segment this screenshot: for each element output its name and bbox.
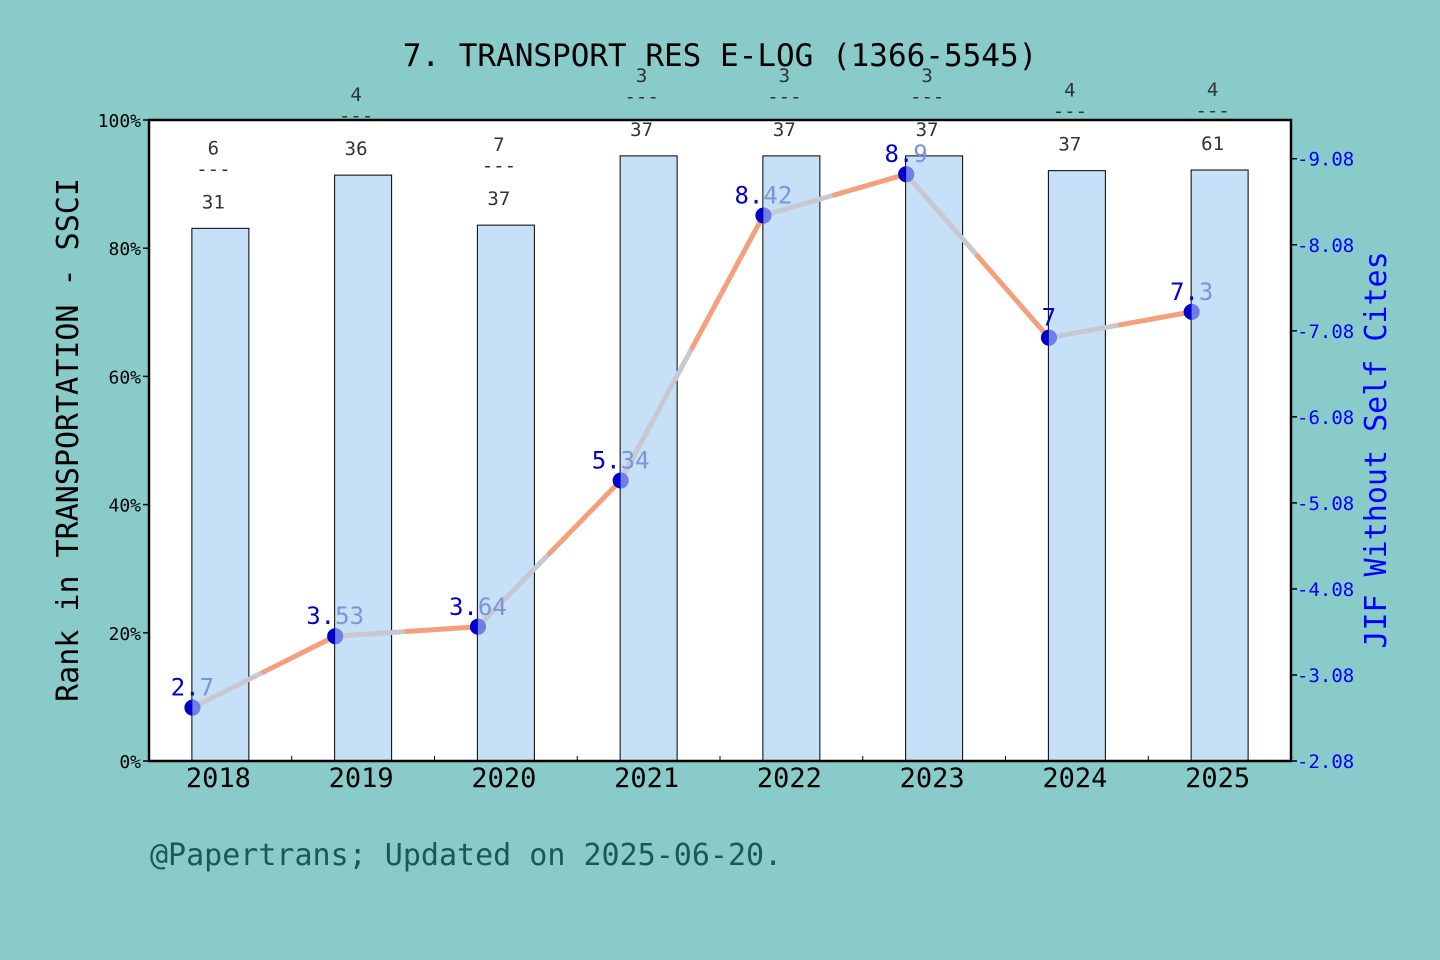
right-tick-label: -2.08 [1297,751,1354,773]
rank-numerator-2021: 3 [636,65,647,87]
rank-denominator-2021: 37 [630,119,653,141]
left-tick-label: 80% [108,239,141,260]
value-label-2023: 8.9 [884,140,927,168]
rank-separator-2020: --- [482,155,516,177]
rank-numerator-2022: 3 [779,65,790,87]
rank-numerator-2020: 7 [493,134,504,156]
line-segment [1117,309,1195,328]
rank-separator-2021: --- [624,86,658,108]
value-label-2019: 3.53 [306,602,364,630]
value-label-2020: 3.64 [449,593,507,621]
line-segment [189,669,267,711]
right-axis: -2.08 -3.08 -4.08 -5.08 -6.08 -7.08 -8.08 -9.08 [1291,149,1354,773]
rank-separator-2023: --- [910,86,944,108]
line-segment [546,478,624,557]
x-tick-label-2024: 2024 [1042,763,1107,794]
left-axis: 0% 20% 40% 60% 80% 100% [98,111,149,773]
bar-2020 [476,224,535,762]
rank-separator-2025: --- [1195,100,1229,122]
line-segment [261,633,338,675]
footer-credit: @Papertrans; Updated on 2025-06-20. [150,838,782,873]
rank-numerator-2025: 4 [1207,79,1218,101]
bar-2024 [1047,170,1106,762]
rank-separator-2022: --- [767,86,801,108]
line-layer [184,166,1200,716]
chart-title: 7. TRANSPORT RES E-LOG (1366-5545) [403,38,1038,74]
bar-2019 [334,174,393,762]
line-segment [903,171,980,259]
line-segment [618,345,695,484]
rank-denominator-2020: 37 [487,188,510,210]
value-label-2018: 2.7 [171,674,214,702]
line-segment [975,253,1052,341]
bar-2018 [191,227,250,762]
right-tick-label: -4.08 [1297,579,1354,601]
right-tick-label: -7.08 [1297,321,1354,343]
rank-denominator-2018: 31 [202,191,225,213]
bars-layer [191,155,1249,762]
rank-numerator-2019: 4 [350,84,361,106]
line-point-highlight [1191,303,1200,320]
value-label-2025: 7.3 [1170,278,1213,306]
right-tick-label: -8.08 [1297,235,1354,257]
line-segment [404,624,481,635]
x-tick-label-2025: 2025 [1185,763,1250,794]
line-segment [832,171,909,198]
line-point-highlight [192,699,201,716]
x-axis: 2018 2019 2020 2021 2022 2023 2024 2025 [186,756,1250,794]
line-point-highlight [906,166,915,183]
x-tick-label-2021: 2021 [614,763,679,794]
line-point-highlight [763,207,772,224]
line-segment [332,629,409,639]
rank-separator-2018: --- [196,158,230,180]
rank-labels: 6---314---36 7---373---373---373---374---… [196,65,1230,213]
left-tick-label: 0% [119,752,141,773]
line-segment [760,192,838,219]
rank-numerator-2023: 3 [921,65,932,87]
bar-2022 [762,155,821,762]
right-axis-title: JIF Without Self Cites [1359,251,1394,648]
rank-separator-2024: --- [1053,101,1087,123]
rank-denominator-2022: 37 [773,119,796,141]
right-tick-label: -6.08 [1297,407,1354,429]
left-axis-title: Rank in TRANSPORTATION - SSCI [51,178,86,702]
x-tick-label-2022: 2022 [757,763,822,794]
line-point-highlight [335,628,344,645]
rank-numerator-2024: 4 [1064,80,1075,102]
line-point-highlight [477,618,486,635]
value-label-2024: 7 [1042,304,1056,332]
value-labels: 2.7 3.53 3.64 5.34 8.42 8.9 7 7.3 [171,140,1214,701]
x-tick-label-2023: 2023 [900,763,965,794]
left-tick-label: 100% [98,111,142,132]
line-segment [689,213,766,351]
rank-denominator-2025: 61 [1201,133,1224,155]
rank-denominator-2019: 36 [345,138,368,160]
line-segment [1046,322,1123,341]
left-tick-label: 40% [108,496,141,517]
line-point-highlight [1048,329,1057,346]
left-tick-label: 60% [108,367,141,388]
plot-area [149,120,1291,761]
x-tick-label-2020: 2020 [471,763,536,794]
bar-2025 [1190,169,1249,762]
right-tick-label: -5.08 [1297,493,1354,515]
x-tick-label-2018: 2018 [186,763,251,794]
rank-denominator-2024: 37 [1058,134,1081,156]
value-label-2022: 8.42 [734,182,792,210]
right-tick-label: -3.08 [1297,665,1354,687]
rank-denominator-2023: 37 [916,119,939,141]
left-tick-label: 20% [108,624,141,645]
value-label-2021: 5.34 [592,447,650,475]
line-segment [475,551,552,630]
line-point-highlight [620,472,629,489]
rank-numerator-2018: 6 [208,137,219,159]
bar-2021 [619,155,678,762]
bar-2023 [905,155,964,762]
rank-separator-2019: --- [339,105,373,127]
x-tick-label-2019: 2019 [329,763,394,794]
right-tick-label: -9.08 [1297,149,1354,171]
